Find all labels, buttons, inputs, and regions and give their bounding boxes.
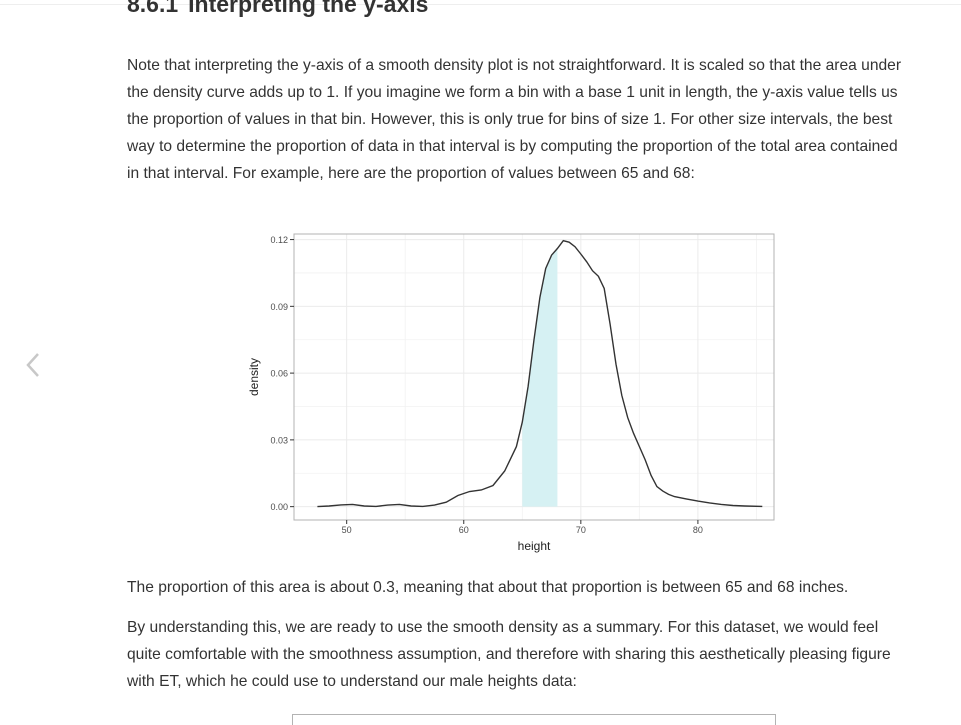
section-title: Interpreting the y-axis [188, 0, 429, 17]
previous-page-button[interactable] [22, 350, 46, 380]
density-chart: 0.00 0.03 0.06 0.09 0.12 50 60 70 80 height den… [247, 233, 775, 553]
section-number: 8.6.1 [127, 0, 179, 17]
y-axis: 0.00 0.03 0.06 0.09 0.12 [270, 235, 294, 512]
section-heading: 8.6.1 Interpreting the y-axis [127, 0, 428, 18]
x-axis-label: height [518, 539, 551, 553]
top-border [0, 0, 961, 5]
proportion-paragraph: The proportion of this area is about 0.3… [127, 579, 849, 596]
y-tick-label: 0.06 [270, 369, 288, 379]
grid-major [294, 234, 774, 520]
plot-border [293, 233, 775, 521]
x-tick-label: 70 [576, 525, 586, 535]
chevron-left-icon [26, 353, 39, 377]
density-plot: 0.00 0.03 0.06 0.09 0.12 50 60 70 80 height den… [240, 228, 780, 565]
x-axis: 50 60 70 80 [342, 520, 703, 535]
intro-paragraph: Note that interpreting the y-axis of a s… [127, 57, 902, 182]
x-tick-label: 50 [342, 525, 352, 535]
shaded-area-65-68 [522, 248, 558, 507]
x-tick-label: 80 [693, 525, 703, 535]
y-axis-label: density [247, 358, 261, 396]
density-curve [317, 239, 763, 508]
y-tick-label: 0.00 [270, 502, 288, 512]
x-tick-label: 60 [459, 525, 469, 535]
y-tick-label: 0.12 [270, 235, 288, 245]
y-tick-label: 0.03 [270, 435, 288, 445]
summary-paragraph: By understanding this, we are ready to u… [127, 619, 891, 690]
y-tick-label: 0.09 [270, 302, 288, 312]
